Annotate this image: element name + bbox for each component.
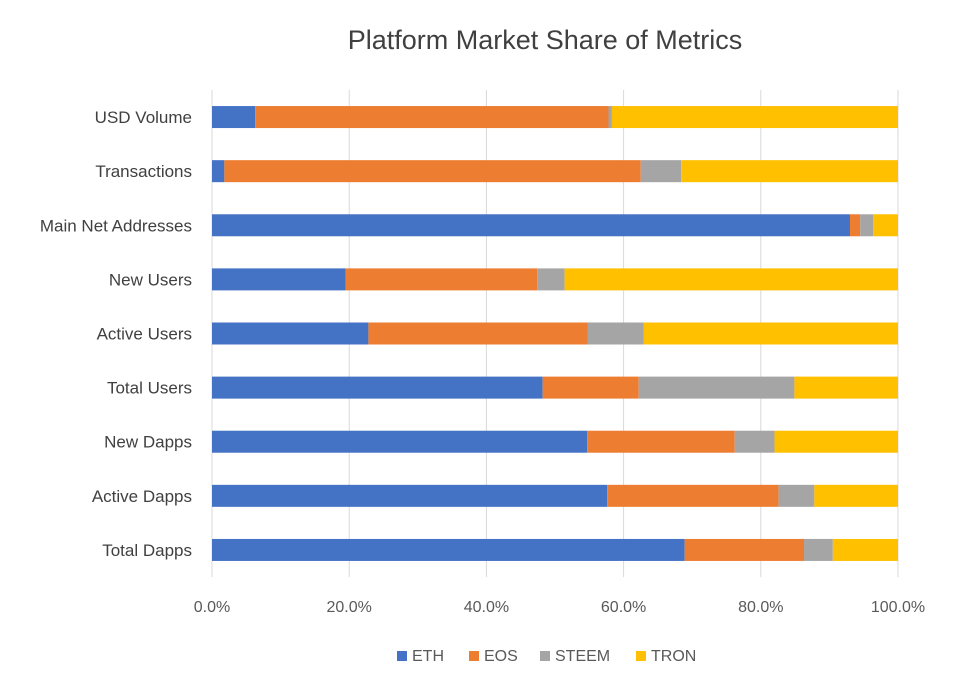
bar-eos-new-users (345, 268, 538, 291)
bar-eos-total-dapps (684, 538, 805, 561)
x-tick-labels: 0.0% 20.0% 40.0% 60.0% 80.0% 100.0% (194, 599, 925, 616)
category-label-total-dapps: Total Dapps (102, 541, 192, 560)
bar-eth-active-dapps (212, 484, 608, 507)
legend-label-eos: EOS (484, 648, 518, 665)
bar-eth-active-users (212, 322, 369, 345)
legend: ETH EOS STEEM TRON (397, 648, 696, 665)
bar-eth-total-dapps (212, 538, 685, 561)
x-tick-label: 60.0% (601, 599, 646, 616)
bar-steem-main-net-addresses (860, 214, 874, 237)
bar-tron-active-dapps (814, 484, 898, 507)
bar-steem-active-dapps (778, 484, 815, 507)
bar-eth-new-users (212, 268, 346, 291)
legend-swatch-tron (636, 651, 646, 661)
legend-swatch-eos (469, 651, 479, 661)
bar-tron-total-dapps (832, 538, 898, 561)
legend-swatch-eth (397, 651, 407, 661)
bars (212, 106, 898, 561)
bar-steem-active-users (587, 322, 644, 345)
bar-tron-total-users (794, 376, 898, 399)
bar-tron-usd-volume (611, 106, 898, 129)
bar-eos-active-dapps (607, 484, 779, 507)
x-tick-label: 40.0% (464, 599, 509, 616)
x-tick-label: 0.0% (194, 599, 230, 616)
bar-tron-new-users (564, 268, 898, 291)
bar-tron-transactions (681, 160, 898, 183)
bar-eos-total-users (542, 376, 639, 399)
legend-label-eth: ETH (412, 648, 444, 665)
category-label-active-users: Active Users (97, 325, 192, 344)
bar-eos-transactions (224, 160, 641, 183)
category-label-new-users: New Users (109, 270, 192, 289)
bar-steem-transactions (640, 160, 682, 183)
bar-tron-active-users (643, 322, 898, 345)
bar-steem-new-dapps (734, 430, 775, 453)
category-label-active-dapps: Active Dapps (92, 487, 192, 506)
bar-eos-main-net-addresses (849, 214, 861, 237)
bar-eth-transactions (212, 160, 225, 183)
x-tick-label: 80.0% (738, 599, 783, 616)
category-labels: USD Volume Transactions Main Net Addresses… (40, 108, 192, 560)
bar-steem-total-users (638, 376, 795, 399)
legend-swatch-steem (540, 651, 550, 661)
category-label-main-net-addresses: Main Net Addresses (40, 216, 192, 235)
category-label-total-users: Total Users (107, 379, 192, 398)
bar-eos-new-dapps (587, 430, 735, 453)
bar-eos-active-users (368, 322, 588, 345)
bar-tron-main-net-addresses (873, 214, 898, 237)
bar-tron-new-dapps (774, 430, 898, 453)
category-label-usd-volume: USD Volume (95, 108, 192, 127)
category-label-new-dapps: New Dapps (104, 433, 192, 452)
bar-eth-main-net-addresses (212, 214, 850, 237)
bar-eth-total-users (212, 376, 543, 399)
x-tick-label: 20.0% (327, 599, 372, 616)
bar-steem-total-dapps (804, 538, 833, 561)
bar-eth-new-dapps (212, 430, 588, 453)
category-label-transactions: Transactions (95, 162, 192, 181)
chart-title: Platform Market Share of Metrics (348, 25, 743, 55)
bar-eos-usd-volume (255, 106, 609, 129)
bar-steem-new-users (537, 268, 565, 291)
x-tick-label: 100.0% (871, 599, 925, 616)
legend-label-steem: STEEM (555, 648, 610, 665)
bar-steem-usd-volume (608, 106, 612, 129)
legend-label-tron: TRON (651, 648, 696, 665)
bar-eth-usd-volume (212, 106, 256, 129)
